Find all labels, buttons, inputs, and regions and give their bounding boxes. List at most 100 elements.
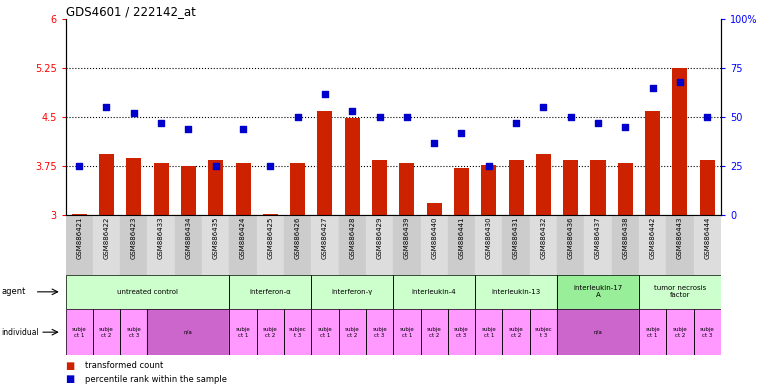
- Bar: [420, 215, 448, 275]
- Text: interleukin-17
A: interleukin-17 A: [574, 285, 623, 298]
- Bar: [366, 309, 393, 355]
- Bar: [230, 309, 257, 355]
- Point: [564, 114, 577, 120]
- Bar: [557, 309, 639, 355]
- Point: [510, 120, 522, 126]
- Text: GSM886435: GSM886435: [213, 216, 219, 259]
- Bar: [366, 309, 393, 355]
- Text: GSM886427: GSM886427: [322, 216, 328, 259]
- Bar: [639, 215, 666, 275]
- Bar: [66, 275, 230, 309]
- Bar: [475, 275, 557, 309]
- Point: [456, 130, 468, 136]
- Bar: [284, 309, 311, 355]
- Text: transformed count: transformed count: [85, 361, 163, 370]
- Text: n/a: n/a: [184, 329, 193, 335]
- Bar: [454, 168, 469, 215]
- Text: GSM886425: GSM886425: [268, 216, 274, 258]
- Text: interferon-γ: interferon-γ: [332, 289, 373, 295]
- Text: subje
ct 2: subje ct 2: [509, 327, 524, 338]
- Bar: [557, 309, 639, 355]
- Bar: [263, 214, 278, 215]
- Text: GSM886443: GSM886443: [677, 216, 683, 259]
- Bar: [530, 215, 557, 275]
- Text: GSM886432: GSM886432: [540, 216, 547, 259]
- Point: [373, 114, 386, 120]
- Bar: [72, 214, 86, 215]
- Bar: [700, 160, 715, 215]
- Point: [537, 104, 550, 111]
- Bar: [230, 215, 257, 275]
- Bar: [503, 309, 530, 355]
- Bar: [230, 309, 257, 355]
- Point: [646, 85, 658, 91]
- Bar: [311, 275, 393, 309]
- Point: [210, 163, 222, 169]
- Point: [182, 126, 194, 132]
- Bar: [666, 215, 694, 275]
- Bar: [120, 309, 147, 355]
- Text: GSM886433: GSM886433: [158, 216, 164, 259]
- Point: [100, 104, 113, 111]
- Bar: [284, 215, 311, 275]
- Bar: [672, 68, 688, 215]
- Bar: [448, 215, 475, 275]
- Bar: [666, 309, 694, 355]
- Text: subje
ct 2: subje ct 2: [672, 327, 687, 338]
- Text: subjec
t 3: subjec t 3: [534, 327, 552, 338]
- Text: interferon-α: interferon-α: [250, 289, 291, 295]
- Bar: [639, 309, 666, 355]
- Bar: [257, 215, 284, 275]
- Text: GSM886441: GSM886441: [459, 216, 464, 259]
- Text: subje
ct 2: subje ct 2: [345, 327, 359, 338]
- Bar: [509, 160, 524, 215]
- Point: [701, 114, 713, 120]
- Bar: [639, 275, 721, 309]
- Bar: [66, 275, 230, 309]
- Text: GDS4601 / 222142_at: GDS4601 / 222142_at: [66, 5, 195, 18]
- Bar: [591, 160, 605, 215]
- Text: GSM886423: GSM886423: [131, 216, 136, 259]
- Text: subje
ct 1: subje ct 1: [72, 327, 86, 338]
- Bar: [366, 215, 393, 275]
- Text: subje
ct 2: subje ct 2: [427, 327, 442, 338]
- Text: GSM886437: GSM886437: [595, 216, 601, 259]
- Bar: [153, 163, 169, 215]
- Point: [73, 163, 86, 169]
- Point: [128, 110, 140, 116]
- Bar: [202, 215, 230, 275]
- Bar: [235, 163, 251, 215]
- Bar: [311, 309, 338, 355]
- Point: [291, 114, 304, 120]
- Bar: [611, 215, 639, 275]
- Bar: [426, 203, 442, 215]
- Text: interleukin-13: interleukin-13: [491, 289, 540, 295]
- Bar: [399, 163, 414, 215]
- Bar: [311, 215, 338, 275]
- Text: agent: agent: [2, 287, 26, 296]
- Bar: [448, 309, 475, 355]
- Text: subje
ct 1: subje ct 1: [399, 327, 414, 338]
- Point: [264, 163, 277, 169]
- Bar: [147, 309, 230, 355]
- Bar: [639, 275, 721, 309]
- Bar: [536, 154, 551, 215]
- Text: untreated control: untreated control: [117, 289, 178, 295]
- Point: [674, 79, 686, 85]
- Bar: [530, 309, 557, 355]
- Bar: [318, 111, 332, 215]
- Text: percentile rank within the sample: percentile rank within the sample: [85, 375, 227, 384]
- Text: GSM886430: GSM886430: [486, 216, 492, 259]
- Text: subje
ct 3: subje ct 3: [700, 327, 715, 338]
- Text: GSM886434: GSM886434: [185, 216, 191, 259]
- Bar: [175, 215, 202, 275]
- Point: [346, 108, 359, 114]
- Text: individual: individual: [2, 328, 39, 337]
- Bar: [93, 309, 120, 355]
- Bar: [481, 166, 497, 215]
- Bar: [284, 309, 311, 355]
- Text: subje
ct 1: subje ct 1: [318, 327, 332, 338]
- Bar: [345, 118, 360, 215]
- Bar: [393, 309, 420, 355]
- Text: GSM886436: GSM886436: [567, 216, 574, 259]
